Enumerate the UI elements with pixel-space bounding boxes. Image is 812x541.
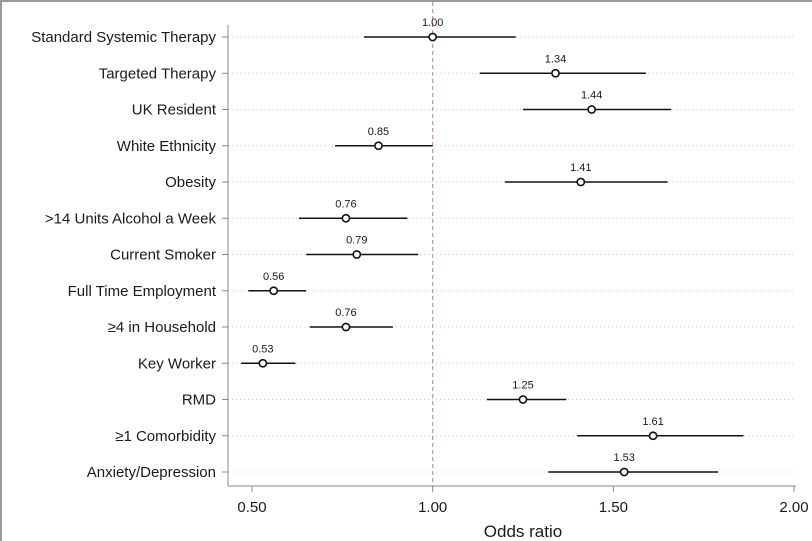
y-tick-label: Key Worker [138,355,216,372]
estimate-marker [619,467,629,477]
y-tick-label: White Ethnicity [117,138,217,155]
y-tick-label: ≥1 Comorbidity [115,428,216,445]
estimate-marker [341,213,351,223]
estimate-marker [428,32,438,42]
estimate-marker [648,431,658,441]
estimate-marker [341,322,351,332]
x-tick-label: 1.00 [418,499,447,516]
data-label: 0.76 [335,198,356,210]
x-tick-label: 1.50 [599,499,628,516]
data-label: 1.34 [545,53,566,65]
estimate-marker [576,177,586,187]
y-ticks: Standard Systemic Therapy Targeted Therap… [31,29,228,481]
estimate-marker [551,68,560,78]
y-tick-label: Targeted Therapy [99,65,217,82]
data-label: 0.56 [263,271,284,283]
data-label: 1.53 [613,452,634,464]
data-label: 0.76 [335,307,356,319]
data-label: 0.53 [252,343,273,355]
y-tick-label: Anxiety/Depression [87,464,216,481]
y-tick-label: UK Resident [132,102,217,119]
x-ticks: 0.50 1.00 1.50 2.00 [237,486,809,516]
data-label: 1.61 [642,416,663,428]
estimate-marker [518,395,528,404]
data-label: 1.00 [422,17,443,29]
estimate-marker [269,286,279,296]
data-label: 1.44 [581,90,602,102]
data-label: 1.25 [512,380,533,392]
estimates: 1.00 1.34 1.44 0.85 1.41 0.76 0.79 0.56 0.76 0.53… [241,17,744,477]
estimate-marker [352,250,362,259]
y-tick-label: Current Smoker [110,247,216,264]
y-tick-label: RMD [182,392,216,409]
data-label: 1.41 [570,162,591,174]
data-label: 0.79 [346,235,367,247]
y-tick-label: Standard Systemic Therapy [31,29,216,46]
y-tick-label: >14 Units Alcohol a Week [45,210,217,227]
x-axis-title: Odds ratio [484,522,562,541]
estimate-marker [374,141,383,151]
estimate-marker [258,358,268,368]
y-tick-label: ≥4 in Household [108,319,216,336]
y-tick-label: Full Time Employment [68,283,217,300]
y-tick-label: Obesity [165,174,216,191]
data-label: 0.85 [368,126,389,138]
estimate-marker [587,105,597,114]
x-tick-label: 2.00 [779,499,808,516]
x-tick-label: 0.50 [237,499,266,516]
